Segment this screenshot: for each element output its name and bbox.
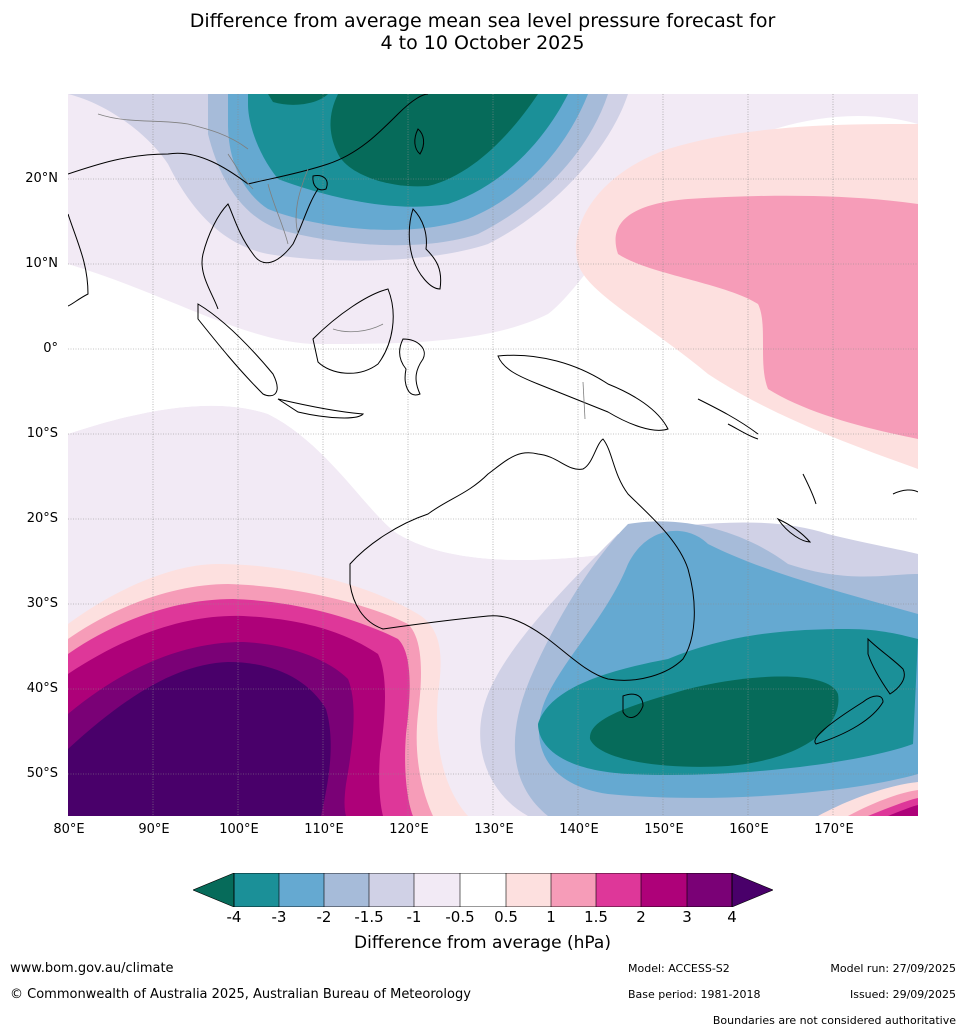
colorbar-segment-2 xyxy=(279,873,324,907)
colorbar-tick-neg1-5: -1.5 xyxy=(354,908,384,926)
lon-label-150e: 150°E xyxy=(644,822,684,837)
colorbar-segment-11 xyxy=(687,873,732,907)
colorbar-segment-1 xyxy=(234,873,279,907)
contour-dark-teal-southeast xyxy=(589,676,839,767)
contour-deep-magenta-southeast-corner xyxy=(888,805,918,816)
coastline-australia xyxy=(349,438,695,681)
map-canvas xyxy=(68,94,918,816)
border-indochina xyxy=(227,153,309,245)
coastline-new-guinea xyxy=(497,354,669,431)
footer-model: Model: ACCESS-S2 xyxy=(628,962,730,975)
country-borders xyxy=(97,113,586,420)
colorbar-segment-9 xyxy=(596,873,641,907)
coastline-philippines xyxy=(408,208,442,290)
lat-label-0: 0° xyxy=(43,341,58,356)
colorbar-tick-2: 2 xyxy=(636,908,646,926)
colorbar-tick-1-5: 1.5 xyxy=(584,908,608,926)
footer-base-period: Base period: 1981-2018 xyxy=(628,988,761,1001)
lon-label-120e: 120°E xyxy=(389,822,429,837)
colorbar-segment-7 xyxy=(506,873,551,907)
lat-label-30s: 30°S xyxy=(26,596,58,611)
coastlines xyxy=(68,94,918,745)
contour-pink-northeast xyxy=(615,195,918,439)
colorbar-segment-extend-low xyxy=(193,873,235,907)
footer-issued: Issued: 29/09/2025 xyxy=(849,988,956,1001)
contour-dark-teal-north xyxy=(330,94,538,187)
footer-website[interactable]: www.bom.gov.au/climate xyxy=(10,961,174,976)
coastline-new-caledonia xyxy=(776,517,812,543)
colorbar-segment-extend-high xyxy=(731,873,773,907)
colorbar-label: Difference from average (hPa) xyxy=(354,933,611,953)
colorbar-tick-neg2: -2 xyxy=(316,908,332,926)
colorbar-tick-neg0-5: -0.5 xyxy=(445,908,475,926)
colorbar-segment-10 xyxy=(641,873,687,907)
lon-label-130e: 130°E xyxy=(474,822,514,837)
coastline-solomon-islands xyxy=(697,398,759,440)
colorbar-tick-4: 4 xyxy=(727,908,737,926)
lon-label-90e: 90°E xyxy=(138,822,170,837)
coastline-sulawesi xyxy=(399,338,425,396)
colorbar-segment-5 xyxy=(414,873,460,907)
colorbar-tick-neg1: -1 xyxy=(406,908,422,926)
chart-title: Difference from average mean sea level p… xyxy=(0,10,965,54)
lat-label-50s: 50°S xyxy=(26,766,58,781)
colorbar-frame xyxy=(233,873,733,907)
border-new-guinea xyxy=(582,381,586,420)
colorbar-tick-3: 3 xyxy=(682,908,692,926)
lat-label-10s: 10°S xyxy=(26,426,58,441)
footer-copyright: © Commonwealth of Australia 2025, Austra… xyxy=(10,987,471,1002)
title-line-1: Difference from average mean sea level p… xyxy=(189,10,776,32)
lon-label-170e: 170°E xyxy=(814,822,854,837)
lon-label-100e: 100°E xyxy=(219,822,259,837)
lat-label-20n: 20°N xyxy=(25,171,58,186)
lon-label-160e: 160°E xyxy=(729,822,769,837)
coastline-java xyxy=(277,398,365,419)
pressure-anomaly-map xyxy=(68,94,918,816)
coastline-tasmania xyxy=(622,693,644,718)
lat-label-40s: 40°S xyxy=(26,681,58,696)
colorbar-segment-6 xyxy=(460,873,506,907)
coastline-mainland-asia xyxy=(68,94,429,310)
contour-dark-purple-southwest xyxy=(68,662,331,816)
colorbar-tick-neg4: -4 xyxy=(226,908,242,926)
coastline-vanuatu xyxy=(802,473,817,505)
lat-label-10n: 10°N xyxy=(25,256,58,271)
colorbar-tick-1: 1 xyxy=(546,908,556,926)
footer-disclaimer: Boundaries are not considered authoritat… xyxy=(712,1014,956,1027)
coastline-new-zealand-north xyxy=(867,637,905,695)
lon-label-140e: 140°E xyxy=(559,822,599,837)
colorbar-segment-4 xyxy=(369,873,414,907)
colorbar-segment-8 xyxy=(551,873,596,907)
coastline-hainan xyxy=(312,175,328,191)
lat-label-20s: 20°S xyxy=(26,511,58,526)
lon-label-110e: 110°E xyxy=(304,822,344,837)
contour-dark-teal-north-small xyxy=(268,94,328,105)
coastline-new-zealand-south xyxy=(814,695,884,745)
coastline-borneo xyxy=(312,288,394,374)
colorbar xyxy=(193,873,773,907)
gridlines xyxy=(68,94,918,816)
colorbar-tick-neg3: -3 xyxy=(271,908,287,926)
border-borneo xyxy=(332,323,384,333)
coastline-india xyxy=(68,213,89,307)
border-himalaya xyxy=(97,113,249,150)
colorbar-segment-3 xyxy=(324,873,369,907)
coastline-taiwan xyxy=(414,128,425,155)
title-line-2: 4 to 10 October 2025 xyxy=(380,32,585,54)
colorbar-tick-0-5: 0.5 xyxy=(494,908,518,926)
footer-model-run: Model run: 27/09/2025 xyxy=(830,962,956,975)
lon-label-80e: 80°E xyxy=(53,822,85,837)
coastline-sumatra xyxy=(197,303,278,397)
coastline-fiji xyxy=(892,489,918,495)
